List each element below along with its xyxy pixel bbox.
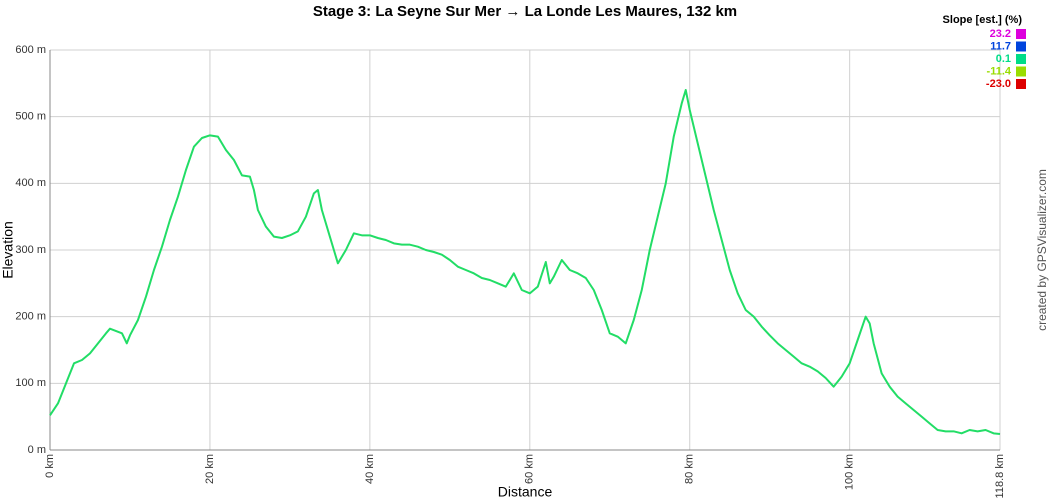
x-axis-label: Distance <box>498 484 553 500</box>
x-tick-label: 100 km <box>844 454 856 490</box>
x-tick-label: 118.8 km <box>994 454 1006 498</box>
y-tick-label: 300 m <box>15 244 46 256</box>
y-tick-label: 400 m <box>15 177 46 189</box>
chart-title: Stage 3: La Seyne Sur Mer → La Londe Les… <box>313 3 737 20</box>
legend-label: 23.2 <box>990 28 1011 40</box>
elevation-line <box>49 89 1001 435</box>
y-axis-label: Elevation <box>0 221 16 279</box>
y-tick-label: 100 m <box>15 377 46 389</box>
legend-label: -11.4 <box>987 65 1012 77</box>
credit: created by GPSVisualizer.com <box>1035 169 1049 331</box>
x-tick-label: 0 km <box>44 454 56 478</box>
legend-swatch <box>1016 29 1026 39</box>
legend-swatch <box>1016 41 1026 52</box>
x-tick-label: 60 km <box>524 454 536 484</box>
legend-swatch <box>1016 79 1026 89</box>
x-tick-label: 80 km <box>684 454 696 484</box>
y-tick-label: 0 m <box>28 444 46 456</box>
y-tick-label: 600 m <box>15 44 46 56</box>
y-tick-label: 500 m <box>15 111 46 123</box>
x-tick-label: 40 km <box>364 454 376 484</box>
legend-label: -23.0 <box>986 78 1011 90</box>
y-tick-label: 200 m <box>15 311 46 323</box>
legend-label: 0.1 <box>996 53 1011 65</box>
x-tick-label: 20 km <box>204 454 216 484</box>
legend-title: Slope [est.] (%) <box>943 14 1023 26</box>
legend-swatch <box>1016 66 1026 77</box>
legend-label: 11.7 <box>990 40 1011 52</box>
legend-swatch <box>1016 54 1026 64</box>
